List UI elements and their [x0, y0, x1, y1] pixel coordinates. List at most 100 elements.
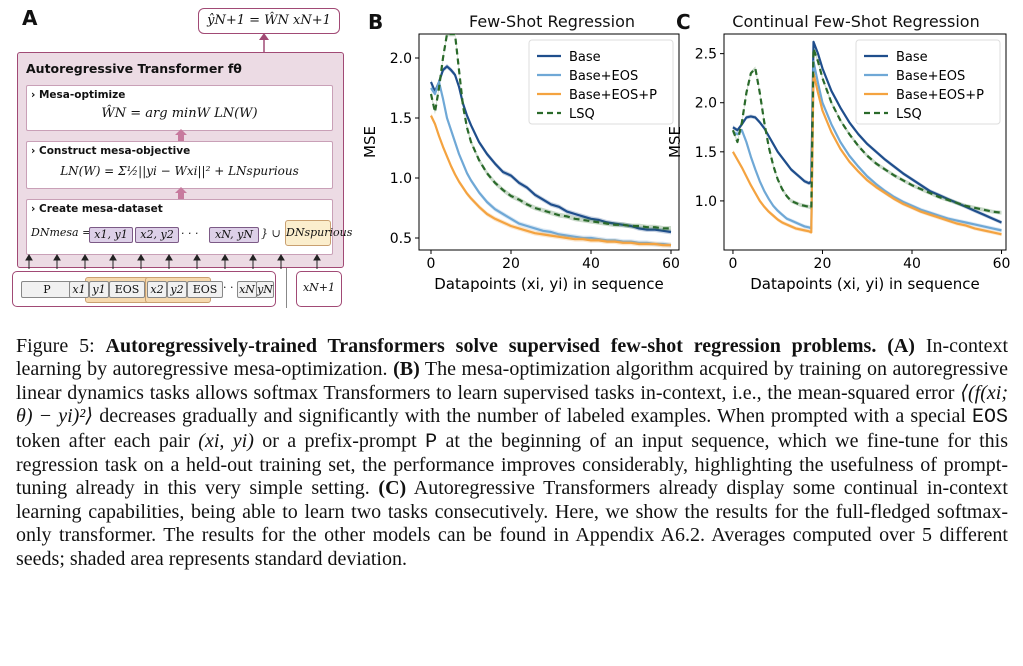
caption-b-label: (B) — [393, 358, 420, 381]
input-token: xN — [237, 281, 257, 298]
input-sequence: P x1 y1 EOS x2 y2 EOS · · · xN yN — [12, 271, 276, 307]
sequence-dots: · · · — [223, 281, 241, 294]
x-axis-label: Datapoints (xi, yi) in sequence — [434, 275, 663, 293]
caption-b-text: token after each pair — [16, 429, 190, 452]
mesa-optimize-box: › Mesa-optimize ŴN = arg minW LN(W) — [26, 85, 333, 131]
caption-c-text: Autoregressive Transformers already disp… — [16, 477, 1008, 570]
x-tick-label: 40 — [582, 256, 600, 272]
output-equation-box: ŷN+1 = ŴN xN+1 — [198, 8, 340, 34]
caption-a-label: (A) — [887, 335, 915, 357]
eos-token: EOS — [187, 281, 223, 298]
series-line-lsq — [429, 34, 671, 230]
input-token: x2 — [147, 281, 167, 298]
construct-objective-box: › Construct mesa-objective LN(W) = Σ½||y… — [26, 141, 333, 189]
chart-few-shot-regression: 0 20 40 60 0.5 1.0 1.5 2.0 MSE Datapoints (xi, yi… — [361, 33, 680, 293]
next-token: xN+1 — [302, 281, 336, 294]
construct-objective-title: › Construct mesa-objective — [31, 145, 191, 157]
legend-label: Base — [569, 50, 601, 65]
legend-label: Base — [896, 50, 928, 65]
series-group — [731, 39, 1002, 237]
eos-token: EOS — [109, 281, 145, 298]
chart-title-b: Few-Shot Regression — [469, 12, 635, 31]
legend-label: Base+EOS — [896, 69, 965, 84]
transformer-title: Autoregressive Transformer fθ — [26, 61, 242, 76]
construct-objective-equation: LN(W) = Σ½||yi − Wxi||² + LNspurious — [60, 164, 299, 178]
y-tick-label: 2.0 — [390, 51, 412, 67]
dataset-union: } ∪ — [261, 227, 281, 240]
legend-box — [855, 39, 1001, 125]
series-line-lsq — [731, 47, 1002, 214]
legend-box — [528, 39, 674, 125]
mesa-optimize-title: › Mesa-optimize — [31, 89, 126, 101]
legend-label: Base+EOS — [569, 69, 638, 84]
caption-a-text: In-context learning by autoregressive me… — [16, 335, 1008, 381]
input-token: y1 — [89, 281, 109, 298]
caption-label: Figure 5: — [16, 335, 95, 357]
y-tick-label: 2.5 — [695, 47, 717, 63]
caption-b-text: decreases gradually and significantly wi… — [99, 405, 966, 428]
panel-letter-b: B — [368, 10, 384, 34]
dataset-dots: · · · — [181, 227, 199, 240]
y-tick-label: 1.0 — [390, 171, 412, 187]
x-tick-label: 20 — [814, 256, 832, 272]
create-dataset-title: › Create mesa-dataset — [31, 203, 163, 215]
divider — [286, 268, 287, 308]
dataset-token: xN, yN — [209, 227, 259, 243]
series-line-base-eos-p — [430, 115, 671, 247]
up-arrow-icon — [259, 33, 269, 52]
dataset-token: x1, y1 — [89, 227, 133, 243]
caption-c-label: (C) — [378, 477, 407, 500]
x-tick-label: 60 — [662, 256, 680, 272]
y-axis-label: MSE — [361, 126, 379, 158]
y-tick-label: 0.5 — [390, 231, 412, 247]
series-group — [429, 34, 672, 248]
caption-eos-token: EOS — [972, 406, 1009, 430]
legend-label: Base+EOS+P — [569, 88, 657, 103]
series-band — [431, 113, 671, 248]
prefix-prompt-token: P — [21, 281, 73, 298]
output-equation: ŷN+1 = ŴN xN+1 — [207, 13, 331, 28]
legend: Base Base+EOS Base+EOS+P LSQ — [855, 39, 1001, 125]
caption-title: Autoregressively-trained Transformers so… — [105, 335, 877, 357]
x-tick-label: 40 — [903, 256, 921, 272]
y-axis-label: MSE — [666, 126, 684, 158]
legend-label: LSQ — [896, 107, 922, 122]
y-tick-label: 2.0 — [695, 96, 717, 112]
chart-title-c: Continual Few-Shot Regression — [732, 12, 980, 31]
legend-label: Base+EOS+P — [896, 88, 984, 103]
x-axis-label: Datapoints (xi, yi) in sequence — [750, 275, 979, 293]
series-line-base-eos-p — [731, 72, 1002, 236]
panel-letter-a: A — [22, 6, 38, 30]
autoregressive-transformer-block: Autoregressive Transformer fθ › Mesa-opt… — [17, 52, 352, 268]
caption-b-text: The mesa-optimization algorithm acquired… — [16, 358, 1008, 404]
x-tick-label: 0 — [427, 256, 436, 272]
series-line-base-eos — [430, 80, 672, 247]
next-token-box: xN+1 — [296, 271, 342, 307]
series-line-base-eos — [732, 60, 1002, 232]
caption-p-token: P — [425, 430, 438, 454]
up-arrow-icon — [175, 187, 187, 199]
y-tick-label: 1.5 — [695, 145, 717, 161]
plot-frame — [723, 33, 1007, 251]
input-token: yN — [256, 281, 274, 298]
legend: Base Base+EOS Base+EOS+P LSQ — [528, 39, 674, 125]
caption-b-text: at the beginning of an input sequence, w… — [16, 429, 1009, 500]
caption-pair-expression: (xi, yi) — [198, 429, 254, 452]
series-line-base — [732, 40, 1002, 224]
mesa-optimize-equation: ŴN = arg minW LN(W) — [101, 106, 258, 121]
create-dataset-box: › Create mesa-dataset DNmesa = { x1, y1 … — [26, 199, 352, 255]
input-token: y2 — [167, 281, 187, 298]
figure-caption: Figure 5: Autoregressively-trained Trans… — [16, 335, 1008, 571]
spurious-dataset: DNspurious — [285, 220, 352, 246]
input-token: x1 — [69, 281, 89, 298]
up-arrow-icon — [175, 129, 187, 141]
caption-mse-expression: ⟨(f(xi; θ) − yi)²⟩ — [16, 381, 1008, 428]
x-tick-label: 60 — [993, 256, 1011, 272]
input-arrows — [25, 254, 321, 269]
legend-label: LSQ — [569, 107, 595, 122]
y-tick-label: 1.0 — [695, 194, 717, 210]
chart-continual-few-shot-regression: 0 20 40 60 1.0 1.5 2.0 2.5 MSE Datapoints (xi, yi… — [666, 33, 1011, 293]
x-tick-label: 20 — [502, 256, 520, 272]
caption-b-text: or a prefix-prompt — [262, 429, 417, 452]
y-tick-label: 1.5 — [390, 111, 412, 127]
